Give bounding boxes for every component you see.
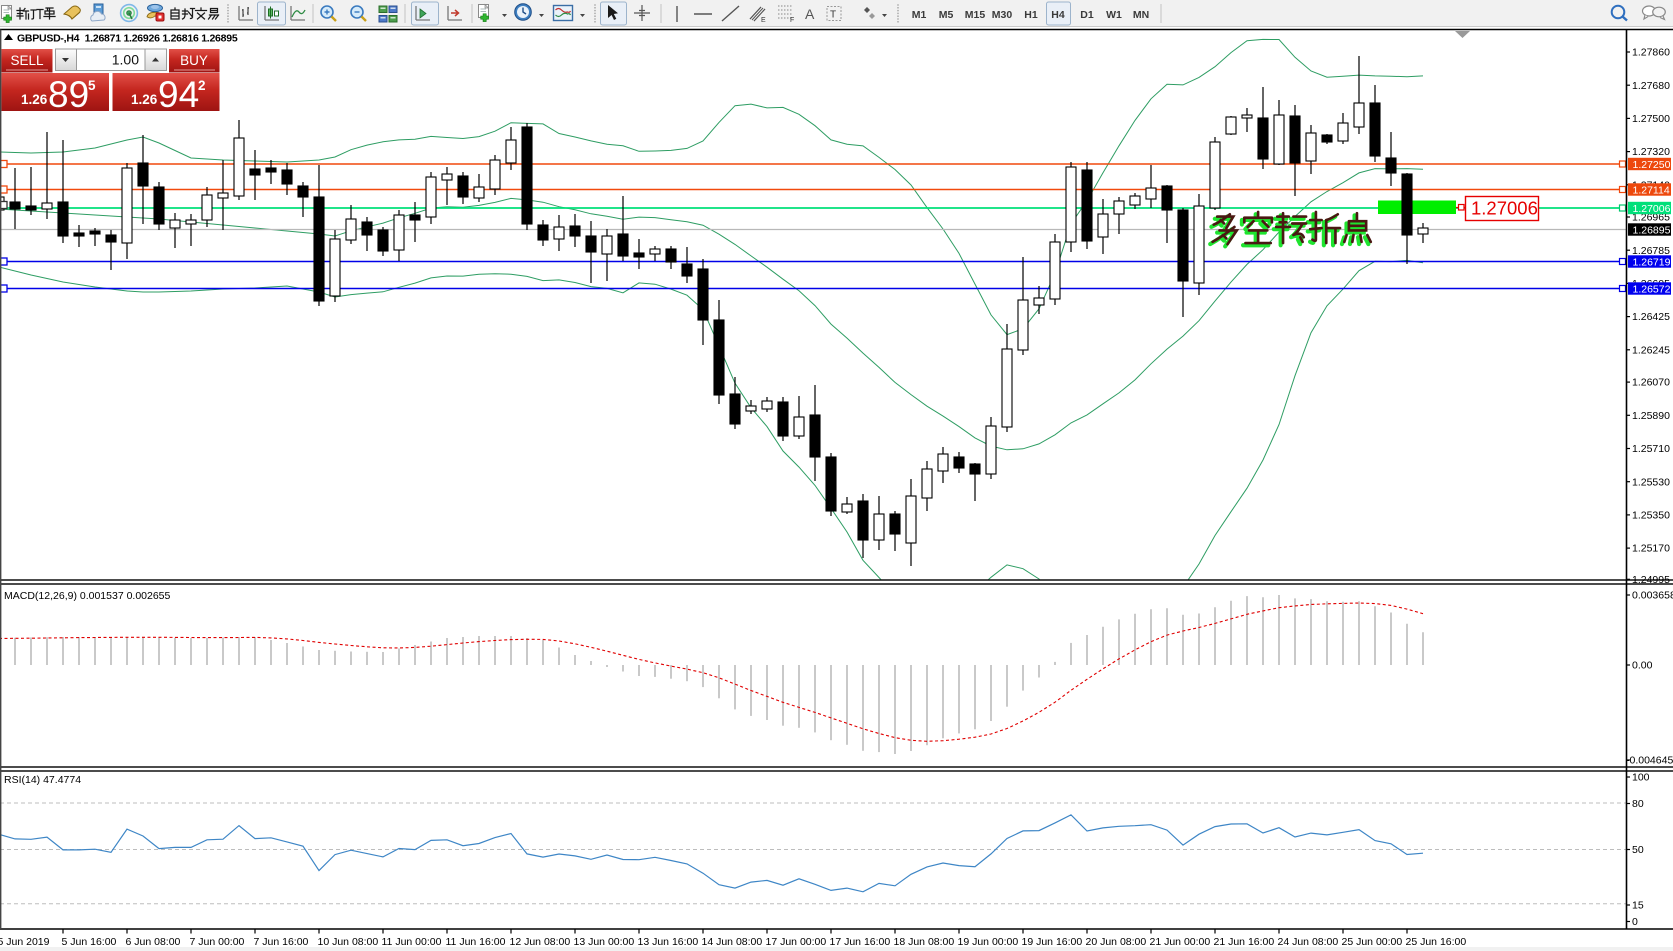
- svg-text:BUY: BUY: [180, 53, 208, 68]
- svg-text:MN: MN: [1133, 9, 1149, 21]
- svg-text:1.27860: 1.27860: [1632, 47, 1670, 59]
- svg-text:20 Jun 08:00: 20 Jun 08:00: [1086, 936, 1147, 948]
- svg-text:6 Jun 08:00: 6 Jun 08:00: [126, 936, 181, 948]
- svg-text:1.25170: 1.25170: [1632, 543, 1670, 555]
- svg-text:25 Jun 00:00: 25 Jun 00:00: [1342, 936, 1403, 948]
- svg-text:M15: M15: [965, 9, 986, 21]
- svg-text:1.27114: 1.27114: [1633, 184, 1670, 196]
- svg-text:1.00: 1.00: [112, 52, 139, 68]
- svg-text:7 Jun 16:00: 7 Jun 16:00: [254, 936, 309, 948]
- svg-text:24 Jun 08:00: 24 Jun 08:00: [1278, 936, 1339, 948]
- svg-text:H1: H1: [1024, 9, 1038, 21]
- svg-text:1.27006: 1.27006: [1633, 203, 1671, 215]
- svg-text:W1: W1: [1106, 9, 1122, 21]
- svg-text:1.26425: 1.26425: [1632, 311, 1670, 323]
- svg-text:17 Jun 00:00: 17 Jun 00:00: [766, 936, 827, 948]
- svg-text:F: F: [790, 17, 794, 24]
- svg-text:17 Jun 16:00: 17 Jun 16:00: [830, 936, 891, 948]
- svg-text:1.26965: 1.26965: [1632, 212, 1670, 224]
- svg-text:14 Jun 08:00: 14 Jun 08:00: [702, 936, 763, 948]
- svg-text:80: 80: [1632, 798, 1644, 810]
- svg-text:1.27006: 1.27006: [1471, 198, 1538, 219]
- svg-text:E: E: [761, 17, 766, 24]
- svg-text:1.24995: 1.24995: [1632, 574, 1670, 586]
- svg-text:19 Jun 00:00: 19 Jun 00:00: [958, 936, 1019, 948]
- svg-text:1.26245: 1.26245: [1632, 344, 1670, 356]
- svg-text:SELL: SELL: [10, 53, 44, 68]
- svg-text:GBPUSD-,H4 1.26871 1.26926 1.: GBPUSD-,H4 1.26871 1.26926 1.26816 1.268…: [17, 33, 238, 45]
- svg-text:11 Jun 16:00: 11 Jun 16:00: [446, 936, 506, 948]
- svg-text:1.27680: 1.27680: [1632, 80, 1670, 92]
- svg-text:1.25530: 1.25530: [1632, 476, 1670, 488]
- svg-text:1.26: 1.26: [131, 92, 158, 107]
- svg-text:0.00: 0.00: [1632, 660, 1653, 672]
- svg-text:MACD(12,26,9) 0.001537 0.00265: MACD(12,26,9) 0.001537 0.002655: [4, 590, 171, 602]
- svg-text:0: 0: [1632, 916, 1638, 928]
- svg-text:18 Jun 08:00: 18 Jun 08:00: [894, 936, 955, 948]
- svg-text:7 Jun 00:00: 7 Jun 00:00: [190, 936, 245, 948]
- svg-text:1.27500: 1.27500: [1632, 113, 1670, 125]
- svg-text:25 Jun 16:00: 25 Jun 16:00: [1406, 936, 1467, 948]
- svg-text:M1: M1: [912, 9, 927, 21]
- svg-text:15: 15: [1632, 900, 1644, 912]
- svg-text:12 Jun 08:00: 12 Jun 08:00: [510, 936, 571, 948]
- svg-text:1.26070: 1.26070: [1632, 377, 1670, 389]
- svg-text:1.26572: 1.26572: [1633, 283, 1671, 295]
- svg-text:19 Jun 16:00: 19 Jun 16:00: [1022, 936, 1083, 948]
- svg-text:5 Jun 16:00: 5 Jun 16:00: [62, 936, 117, 948]
- svg-text:1.25710: 1.25710: [1632, 443, 1670, 455]
- svg-text:1.26895: 1.26895: [1633, 224, 1671, 236]
- svg-text:11 Jun 00:00: 11 Jun 00:00: [382, 936, 442, 948]
- svg-text:T: T: [830, 10, 836, 21]
- svg-text:94: 94: [158, 74, 199, 115]
- svg-text:H4: H4: [1051, 9, 1065, 21]
- svg-text:1.27250: 1.27250: [1633, 159, 1671, 171]
- svg-text:RSI(14) 47.4774: RSI(14) 47.4774: [4, 774, 81, 786]
- svg-text:21 Jun 16:00: 21 Jun 16:00: [1214, 936, 1275, 948]
- svg-text:D1: D1: [1080, 9, 1094, 21]
- svg-text:-0.004645: -0.004645: [1626, 755, 1673, 767]
- svg-text:1.26785: 1.26785: [1632, 245, 1670, 257]
- svg-text:10 Jun 08:00: 10 Jun 08:00: [318, 936, 379, 948]
- svg-text:21 Jun 00:00: 21 Jun 00:00: [1150, 936, 1211, 948]
- svg-text:1.26719: 1.26719: [1633, 256, 1671, 268]
- svg-text:50: 50: [1632, 844, 1644, 856]
- svg-text:13 Jun 00:00: 13 Jun 00:00: [574, 936, 635, 948]
- svg-text:M5: M5: [939, 9, 954, 21]
- svg-text:0.003658: 0.003658: [1632, 590, 1673, 602]
- svg-text:1.25890: 1.25890: [1632, 410, 1670, 422]
- svg-text:1.26: 1.26: [21, 92, 48, 107]
- svg-text:2: 2: [198, 78, 206, 93]
- svg-text:13 Jun 16:00: 13 Jun 16:00: [638, 936, 699, 948]
- svg-text:1.25350: 1.25350: [1632, 510, 1670, 522]
- svg-text:M30: M30: [992, 9, 1013, 21]
- svg-text:1.27320: 1.27320: [1632, 146, 1670, 158]
- svg-text:89: 89: [48, 74, 89, 115]
- svg-text:5 Jun 2019: 5 Jun 2019: [0, 936, 50, 948]
- svg-text:5: 5: [88, 78, 96, 93]
- svg-text:A: A: [805, 6, 815, 22]
- svg-text:100: 100: [1632, 772, 1650, 784]
